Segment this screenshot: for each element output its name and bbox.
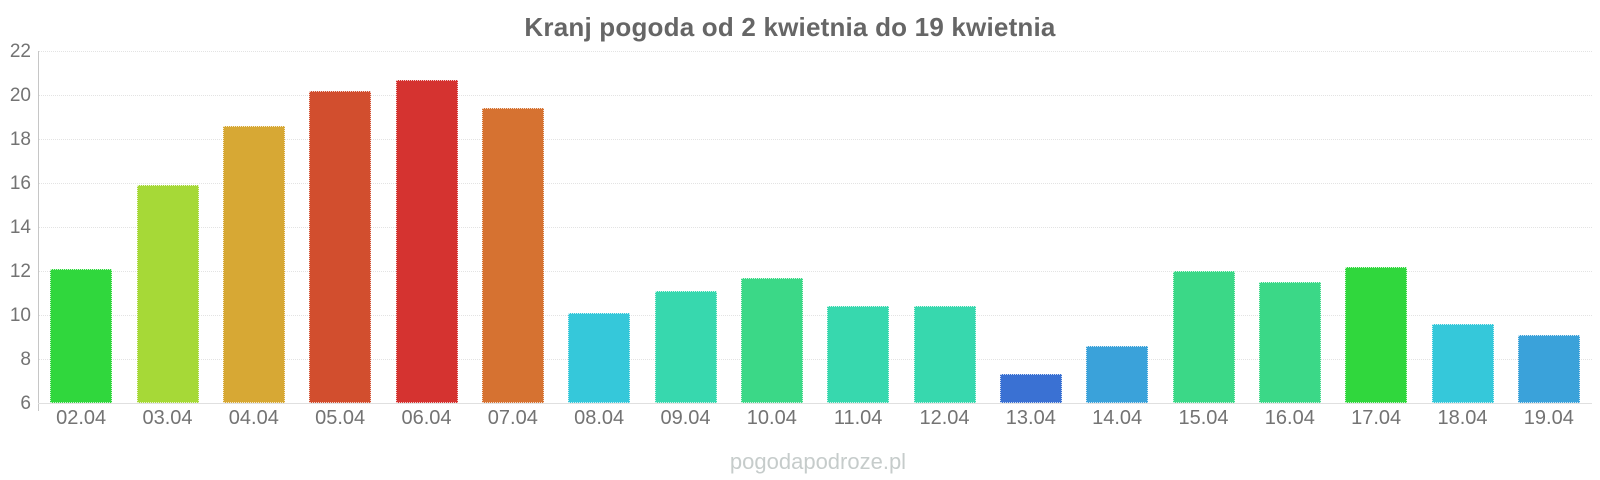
x-tick-label-15.04: 15.04 bbox=[1178, 407, 1229, 429]
y-tick-label-18: 18 bbox=[9, 129, 31, 150]
gridline-20 bbox=[39, 95, 1592, 96]
y-tick-label-16: 16 bbox=[9, 173, 31, 194]
x-tick-label-11.04: 11.04 bbox=[833, 407, 883, 429]
bar-15.04[interactable] bbox=[1172, 271, 1235, 403]
gridline-10 bbox=[39, 315, 1592, 316]
bar-17.04[interactable] bbox=[1345, 266, 1408, 403]
chart-title: Kranj pogoda od 2 kwietnia do 19 kwietni… bbox=[524, 12, 1056, 42]
gridline-16 bbox=[39, 183, 1592, 184]
y-tick-label-12: 12 bbox=[9, 261, 31, 282]
gridline-14 bbox=[39, 227, 1592, 228]
x-tick-label-09.04: 09.04 bbox=[660, 407, 711, 429]
y-tick-label-14: 14 bbox=[9, 217, 31, 238]
x-tick-label-08.04: 08.04 bbox=[574, 407, 625, 429]
bar-05.04[interactable] bbox=[309, 90, 372, 403]
x-axis-line bbox=[38, 403, 1592, 404]
bar-04.04[interactable] bbox=[222, 125, 285, 403]
x-tick-label-10.04: 10.04 bbox=[746, 407, 797, 429]
x-tick-label-18.04: 18.04 bbox=[1437, 407, 1488, 429]
bar-14.04[interactable] bbox=[1086, 345, 1149, 403]
bar-07.04[interactable] bbox=[481, 108, 544, 403]
bar-16.04[interactable] bbox=[1258, 282, 1321, 403]
bar-13.04[interactable] bbox=[999, 374, 1062, 403]
gridline-18 bbox=[39, 139, 1592, 140]
y-tick-label-10: 10 bbox=[9, 305, 31, 326]
bar-09.04[interactable] bbox=[654, 290, 717, 403]
bar-02.04[interactable] bbox=[50, 268, 113, 403]
y-tick-label-6: 6 bbox=[20, 393, 31, 414]
y-axis-line bbox=[38, 51, 39, 411]
x-tick-label-17.04: 17.04 bbox=[1351, 407, 1402, 429]
bar-19.04[interactable] bbox=[1517, 334, 1580, 403]
x-tick-label-16.04: 16.04 bbox=[1264, 407, 1315, 429]
y-tick-label-8: 8 bbox=[20, 349, 31, 370]
x-tick-label-05.04: 05.04 bbox=[315, 407, 366, 429]
gridline-8 bbox=[39, 359, 1592, 360]
bar-18.04[interactable] bbox=[1431, 323, 1494, 403]
x-tick-label-19.04: 19.04 bbox=[1523, 407, 1574, 429]
bar-10.04[interactable] bbox=[740, 277, 803, 403]
bar-11.04[interactable] bbox=[827, 306, 890, 403]
x-tick-label-14.04: 14.04 bbox=[1092, 407, 1143, 429]
bar-12.04[interactable] bbox=[913, 306, 976, 403]
x-tick-label-12.04: 12.04 bbox=[919, 407, 970, 429]
gridline-12 bbox=[39, 271, 1592, 272]
x-tick-label-07.04: 07.04 bbox=[487, 407, 538, 429]
x-tick-label-06.04: 06.04 bbox=[401, 407, 452, 429]
y-tick-label-22: 22 bbox=[9, 41, 31, 62]
x-tick-label-04.04: 04.04 bbox=[228, 407, 279, 429]
bar-08.04[interactable] bbox=[568, 312, 631, 403]
watermark: pogodapodroze.pl bbox=[729, 449, 907, 474]
x-tick-label-03.04: 03.04 bbox=[142, 407, 193, 429]
bar-03.04[interactable] bbox=[136, 185, 199, 403]
bar-06.04[interactable] bbox=[395, 79, 458, 403]
x-tick-label-02.04: 02.04 bbox=[56, 407, 107, 429]
y-tick-label-20: 20 bbox=[9, 85, 31, 106]
gridline-22 bbox=[39, 51, 1592, 52]
x-tick-label-13.04: 13.04 bbox=[1005, 407, 1056, 429]
